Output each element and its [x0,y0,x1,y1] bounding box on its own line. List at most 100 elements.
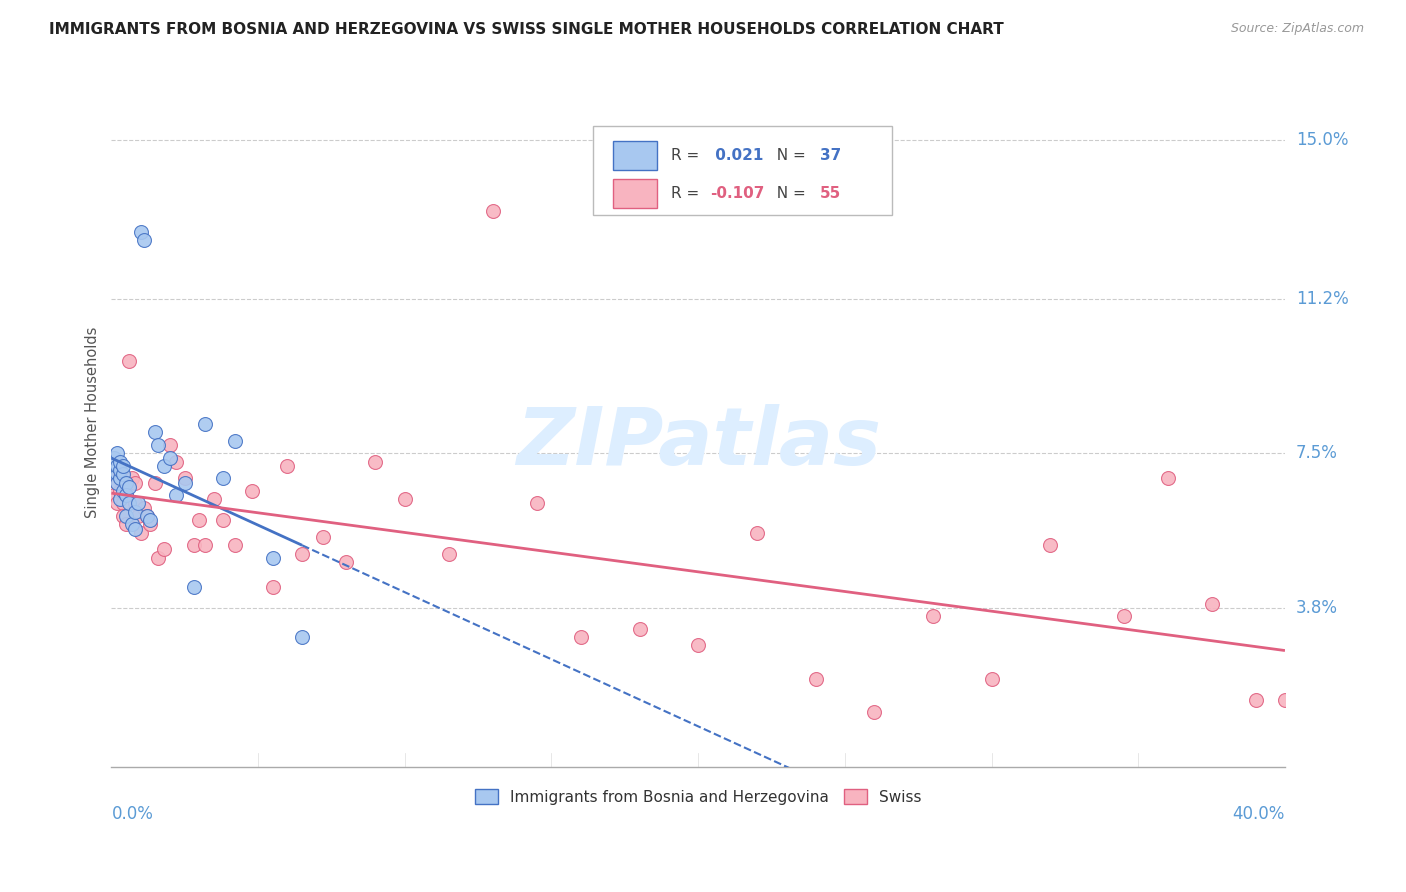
Point [194,538,217,552]
Point [105,467,128,482]
Point [135,508,157,523]
Point [183,580,205,594]
Point [108,483,131,498]
Point [262,550,284,565]
Text: N =: N = [768,186,811,201]
Point [112,467,135,482]
Point [165,455,187,469]
Point [145,425,167,440]
Text: R =: R = [671,148,704,163]
Point [276,458,298,473]
Bar [613,179,657,208]
Point [804,672,827,686]
Point [121,471,143,485]
Point [688,639,710,653]
Point [118,354,141,368]
Point [159,438,181,452]
Point [124,522,146,536]
Point [240,483,263,498]
Point [194,417,217,431]
Point [526,496,548,510]
Point [1201,597,1223,611]
Point [1274,692,1296,706]
Text: 55: 55 [820,186,841,201]
Point [628,622,651,636]
Point [863,706,886,720]
Point [108,455,131,469]
Point [159,450,181,465]
Point [132,233,155,247]
Point [118,480,141,494]
Text: 15.0%: 15.0% [1296,131,1348,149]
Point [112,458,135,473]
Text: 3.8%: 3.8% [1296,599,1339,617]
Point [112,508,135,523]
Point [394,492,416,507]
Point [165,488,187,502]
Point [1039,538,1062,552]
Point [335,555,357,569]
Point [115,475,138,490]
Point [1112,609,1135,624]
Text: 37: 37 [820,148,841,163]
Point [129,525,152,540]
Point [148,550,170,565]
Point [437,547,460,561]
Point [124,496,146,510]
Point [922,609,945,624]
Point [112,483,135,498]
Text: 40.0%: 40.0% [1233,805,1285,823]
Point [124,505,146,519]
Text: IMMIGRANTS FROM BOSNIA AND HERZEGOVINA VS SWISS SINGLE MOTHER HOUSEHOLDS CORRELA: IMMIGRANTS FROM BOSNIA AND HERZEGOVINA V… [49,22,1004,37]
Point [115,517,138,532]
Point [103,450,125,465]
Point [153,458,176,473]
Point [138,513,160,527]
Legend: Immigrants from Bosnia and Herzegovina, Swiss: Immigrants from Bosnia and Herzegovina, … [468,783,928,811]
Point [153,542,176,557]
Point [129,225,152,239]
Point [202,492,225,507]
Point [188,513,211,527]
Point [183,538,205,552]
Point [121,517,143,532]
Point [212,513,235,527]
Point [118,496,141,510]
Point [135,508,157,523]
Point [980,672,1002,686]
Text: ZIPatlas: ZIPatlas [516,404,880,482]
Point [108,467,131,482]
Point [124,475,146,490]
Point [212,471,235,485]
Point [103,488,125,502]
Text: Source: ZipAtlas.com: Source: ZipAtlas.com [1230,22,1364,36]
Point [112,496,135,510]
Point [115,488,138,502]
Text: 0.021: 0.021 [710,148,763,163]
Point [224,434,246,448]
Text: 7.5%: 7.5% [1296,444,1339,462]
Point [105,458,128,473]
Point [145,475,167,490]
Point [224,538,246,552]
Bar [613,141,657,170]
Text: 0.0%: 0.0% [111,805,153,823]
Point [262,580,284,594]
Point [1156,471,1178,485]
Point [108,471,131,485]
Point [105,475,128,490]
Point [311,530,333,544]
Point [127,496,149,510]
Point [1244,692,1267,706]
FancyBboxPatch shape [592,126,891,215]
Point [745,525,768,540]
Point [105,475,128,490]
Point [291,630,314,644]
Point [108,463,131,477]
Point [569,630,592,644]
Point [132,500,155,515]
Point [173,475,195,490]
Point [291,547,314,561]
Point [105,446,128,460]
Point [148,438,170,452]
